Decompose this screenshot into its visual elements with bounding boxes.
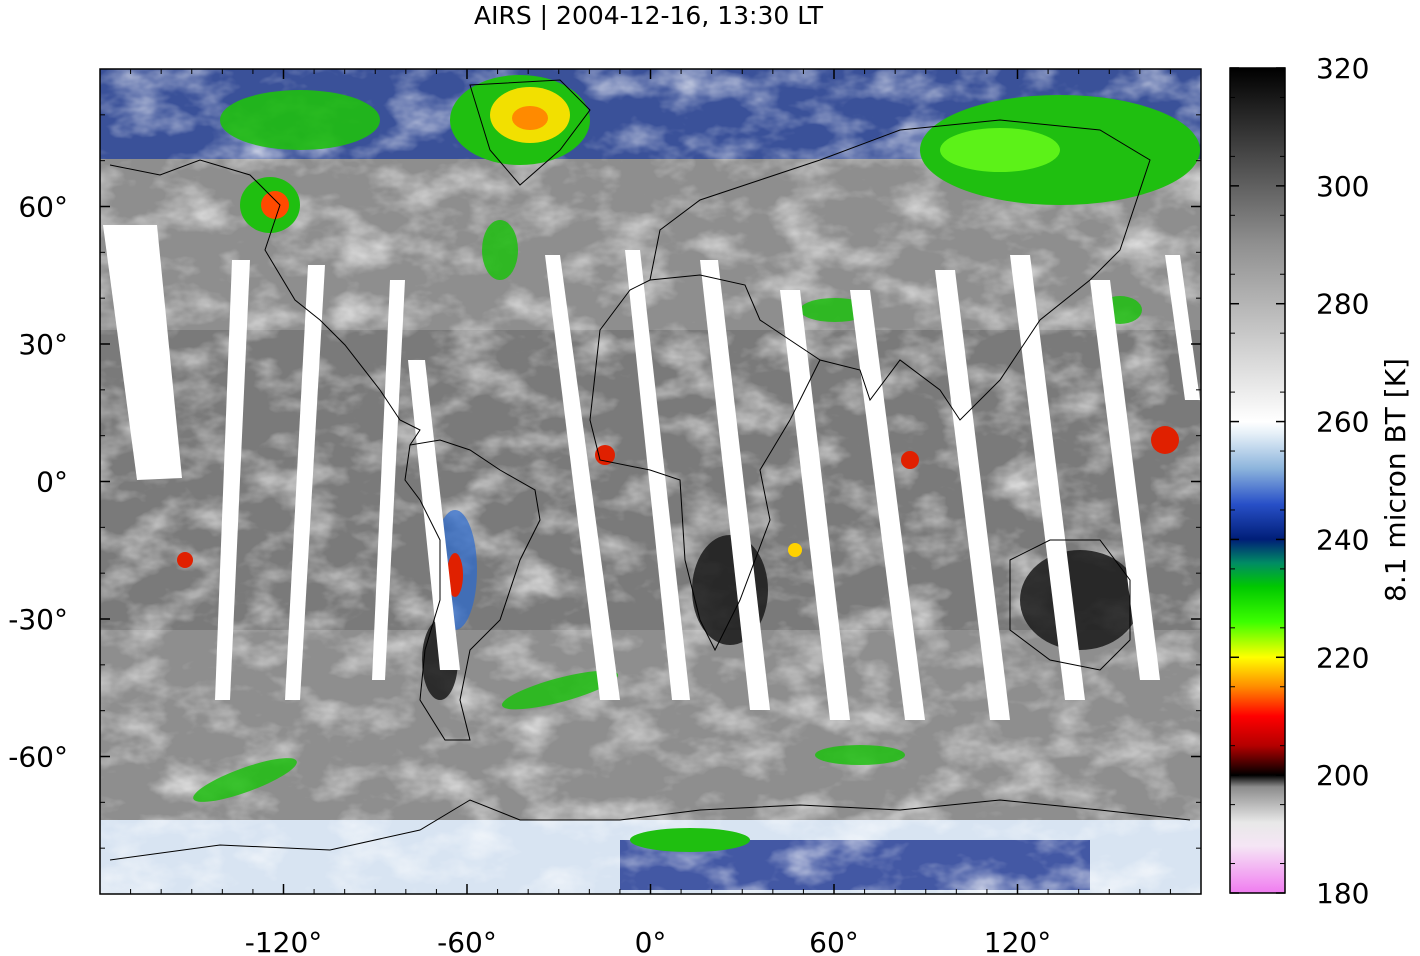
colorbar-title: 8.1 micron BT [K] bbox=[1379, 358, 1412, 602]
plot-title: AIRS | 2004-12-16, 13:30 LT bbox=[474, 1, 823, 30]
lon-tick-label: 0° bbox=[635, 926, 667, 956]
colorbar-tick-label: 300 bbox=[1316, 170, 1369, 203]
orbit-gaps bbox=[103, 225, 1200, 720]
lat-tick-label: 0° bbox=[36, 466, 68, 499]
colorbar-tick-label: 220 bbox=[1316, 641, 1369, 674]
lat-tick-label: -60° bbox=[8, 741, 68, 774]
colorbar-tick-label: 320 bbox=[1316, 52, 1369, 85]
lat-tick-label: 30° bbox=[18, 328, 68, 361]
colorbar-tick-label: 200 bbox=[1316, 759, 1369, 792]
lon-tick-label: 60° bbox=[809, 926, 859, 956]
colorbar-tick-label: 280 bbox=[1316, 288, 1369, 321]
longitude-axis: -120° -60° 0° 60° 120° bbox=[130, 69, 1171, 956]
colorbar-tick-label: 260 bbox=[1316, 406, 1369, 439]
latitude-axis: 60° 30° 0° -30° -60° bbox=[8, 114, 1201, 849]
lat-tick-label: 60° bbox=[18, 191, 68, 224]
colorbar bbox=[1229, 67, 1286, 894]
colorbar-tick-label: 180 bbox=[1316, 877, 1369, 910]
lon-tick-label: 120° bbox=[984, 926, 1051, 956]
lat-tick-label: -30° bbox=[8, 603, 68, 636]
colorbar-tick-label: 240 bbox=[1316, 523, 1369, 556]
lon-tick-label: -60° bbox=[437, 926, 497, 956]
lon-tick-label: -120° bbox=[245, 926, 323, 956]
brightness-temperature-field bbox=[100, 69, 1201, 894]
coastlines bbox=[109, 79, 1191, 861]
colorbar-ticks: 320 300 280 260 240 220 200 180 bbox=[1230, 52, 1369, 910]
